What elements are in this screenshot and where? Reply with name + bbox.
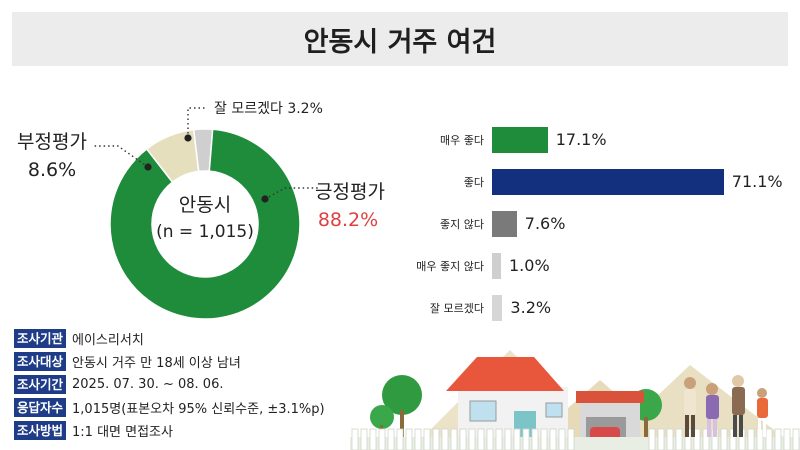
- bar-row: 좋지 않다 7.6%: [400, 209, 800, 239]
- donut-slice-1: [145, 128, 200, 184]
- donut-slice-0: [109, 128, 301, 320]
- bar-value-label: 7.6%: [524, 214, 566, 233]
- survey-info-key: 조사기관: [14, 328, 67, 348]
- donut-chart: 안동시 (n = 1,015) 긍정평가 88.2% 부정평가 8.6% 잘 모…: [17, 101, 385, 320]
- label-negative-name: 부정평가: [17, 131, 87, 153]
- survey-info-value: 1:1 대면 면접조사: [72, 424, 173, 440]
- page-title: 안동시 거주 여건: [303, 26, 497, 58]
- bar-mark: [492, 127, 548, 153]
- survey-info-key: 조사기간: [14, 374, 67, 394]
- survey-info-row: 조사대상 안동시 거주 만 18세 이상 남녀: [14, 351, 354, 371]
- bar-row: 매우 좋다 17.1%: [400, 125, 800, 155]
- label-unknown-value: 3.2%: [287, 101, 323, 117]
- leader-unknown-dot: [184, 134, 192, 142]
- survey-info-key: 응답자수: [14, 397, 67, 417]
- survey-info-value: 에이스리서치: [72, 332, 144, 348]
- bar-row: 좋다 71.1%: [400, 167, 800, 197]
- bar-chart: 매우 좋다 17.1% 좋다 71.1% 좋지 않다 7.6% 매우 좋지 않다 1.0% 잘 …: [400, 125, 800, 325]
- survey-info-value: 안동시 거주 만 18세 이상 남녀: [72, 355, 241, 371]
- leader-positive: [264, 187, 318, 200]
- bar-value-label: 1.0%: [509, 256, 550, 275]
- bar-mark: [492, 253, 501, 279]
- leader-positive-dot: [261, 195, 269, 203]
- bar-mark: [492, 169, 724, 195]
- bar-value-label: 17.1%: [555, 130, 607, 149]
- survey-info-row: 조사기관 에이스리서치: [14, 328, 354, 348]
- donut-center-sample: (n = 1,015): [156, 222, 254, 242]
- bar-mark: [492, 211, 517, 237]
- survey-info-value: 2025. 07. 30. ~ 08. 06.: [72, 376, 224, 392]
- leader-negative-dot: [144, 163, 152, 171]
- survey-info-value: 1,015명(표본오차 95% 신뢰수준, ±3.1%p): [72, 401, 325, 417]
- bar-category-label: 매우 좋다: [440, 134, 484, 147]
- label-positive-name: 긍정평가: [315, 181, 385, 203]
- bar-row: 잘 모르겠다 3.2%: [400, 293, 800, 323]
- svg-text:잘 모르겠다 3.2%: 잘 모르겠다 3.2%: [214, 101, 323, 117]
- survey-info-row: 조사기간 2025. 07. 30. ~ 08. 06.: [14, 374, 354, 394]
- leader-unknown: [187, 107, 206, 138]
- label-negative-value: 8.6%: [28, 159, 76, 181]
- label-unknown-name: 잘 모르겠다: [214, 101, 283, 117]
- bar-value-label: 71.1%: [731, 172, 783, 191]
- survey-info-row: 응답자수 1,015명(표본오차 95% 신뢰수준, ±3.1%p): [14, 397, 354, 417]
- bar-category-label: 매우 좋지 않다: [416, 260, 484, 273]
- bar-category-label: 좋다: [463, 176, 484, 189]
- bar-value-label: 3.2%: [510, 298, 552, 317]
- survey-info-key: 조사대상: [14, 351, 67, 371]
- donut-center-label: 안동시: [179, 194, 231, 216]
- survey-info-row: 조사방법 1:1 대면 면접조사: [14, 420, 354, 440]
- label-positive-value: 88.2%: [318, 209, 378, 231]
- bar-category-label: 좋지 않다: [440, 218, 484, 231]
- bar-mark: [492, 295, 503, 321]
- leader-negative: [92, 145, 149, 168]
- bar-category-label: 잘 모르겠다: [429, 302, 484, 315]
- title-band: 안동시 거주 여건: [12, 12, 788, 66]
- bar-row: 매우 좋지 않다 1.0%: [400, 251, 800, 281]
- survey-info-key: 조사방법: [14, 420, 67, 440]
- village-illustration: [350, 350, 800, 450]
